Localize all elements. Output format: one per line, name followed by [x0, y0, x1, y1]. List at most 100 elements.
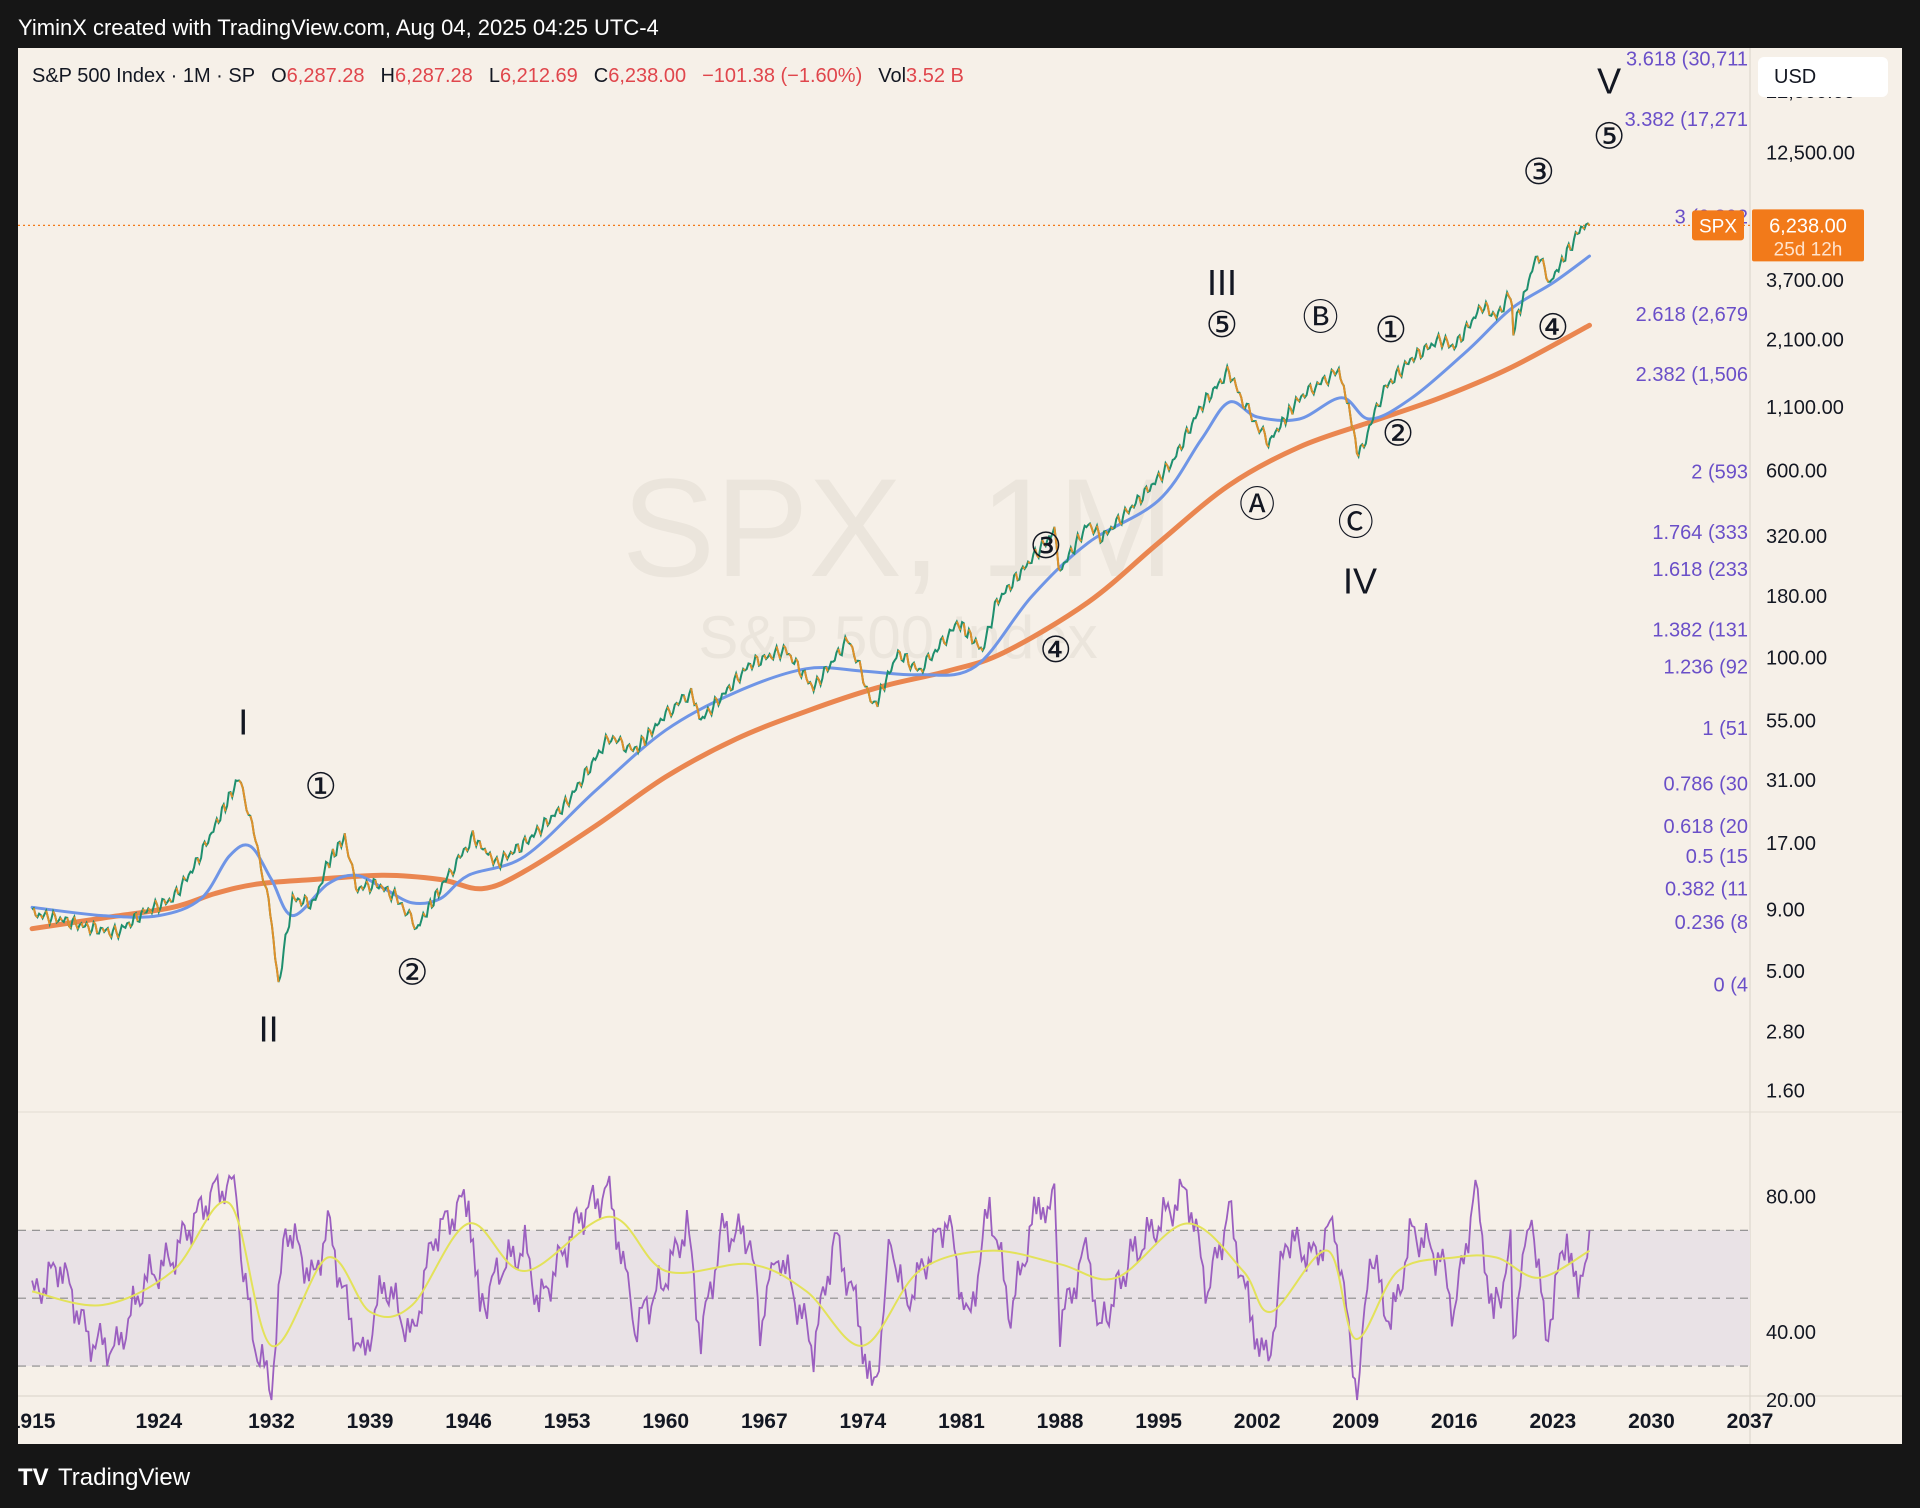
down-candle — [1090, 527, 1095, 534]
down-candle — [1097, 532, 1102, 543]
down-candle — [728, 685, 732, 691]
down-candle — [388, 894, 393, 901]
down-candle — [1485, 301, 1489, 307]
down-candle — [1330, 368, 1335, 373]
symbol-label[interactable]: S&P 500 Index · 1M · SP — [32, 64, 256, 87]
price-axis-tick: 3,700.00 — [1766, 270, 1844, 292]
down-candle — [258, 855, 263, 870]
down-candle — [471, 830, 476, 841]
down-candle — [464, 847, 469, 852]
down-candle — [1506, 291, 1510, 297]
moving-average-fast-line — [30, 254, 1591, 919]
price-axis-tick: 180.00 — [1766, 586, 1827, 608]
down-candle — [73, 916, 78, 925]
time-axis-tick: 2030 — [1628, 1410, 1675, 1433]
down-candle — [777, 652, 782, 660]
down-candle — [557, 807, 562, 814]
fib-level-label: 1 (51 — [1702, 718, 1748, 740]
down-candle — [510, 851, 514, 855]
down-candle — [1254, 420, 1259, 428]
down-candle — [1342, 385, 1347, 397]
wave-label: ④ — [1537, 306, 1569, 347]
last-price-badge[interactable] — [1752, 209, 1864, 262]
down-candle — [578, 782, 583, 787]
ticker-badge[interactable] — [1692, 210, 1744, 241]
ohlc-legend: S&P 500 Index · 1M · SP O 6,287.28 H 6,287… — [32, 62, 964, 90]
down-candle — [1390, 379, 1394, 384]
down-candle — [1124, 507, 1128, 512]
wave-label: III — [1207, 262, 1237, 303]
down-candle — [113, 925, 118, 933]
down-candle — [914, 667, 919, 672]
down-candle — [347, 856, 352, 862]
down-candle — [803, 670, 808, 680]
down-candle — [1228, 371, 1232, 382]
fib-level-label: 1.382 (131 — [1652, 619, 1748, 641]
down-candle — [1055, 544, 1060, 569]
down-candle — [849, 643, 854, 648]
time-axis-tick: 1995 — [1135, 1410, 1182, 1433]
rsi-axis-tick: 40.00 — [1766, 1322, 1816, 1344]
down-candle — [1157, 472, 1162, 478]
down-candle — [858, 660, 863, 672]
volume-label: Vol — [878, 64, 907, 87]
down-candle — [1536, 256, 1541, 263]
watermark-symbol: SPX, 1M — [622, 449, 1174, 606]
down-candle — [695, 703, 699, 710]
down-candle — [1517, 309, 1522, 315]
open-value: 6,287.28 — [286, 64, 365, 87]
down-candle — [566, 802, 570, 807]
down-candle — [1131, 504, 1135, 509]
currency-selector[interactable]: USD — [1758, 57, 1888, 97]
down-candle — [1007, 584, 1012, 591]
down-candle — [490, 857, 495, 865]
down-candle — [798, 672, 803, 678]
down-candle — [127, 922, 132, 928]
fib-level-label: 2.618 (2,679 — [1636, 304, 1748, 326]
down-candle — [262, 880, 266, 886]
down-candle — [238, 779, 242, 784]
down-candle — [291, 893, 296, 899]
down-candle — [249, 815, 254, 823]
down-candle — [640, 735, 645, 739]
down-candle — [457, 854, 462, 859]
attribution-bar: YiminX created with TradingView.com, Aug… — [0, 0, 1920, 48]
open-label: O — [271, 64, 287, 87]
down-candle — [1233, 378, 1238, 387]
down-candle — [1332, 370, 1337, 376]
down-candle — [962, 623, 967, 636]
chart-frame[interactable]: SPX, 1M S&P 500 Index 3.618 (30,711 3.382 … — [18, 48, 1902, 1444]
wave-label: Ⓒ — [1338, 501, 1374, 542]
down-candle — [1567, 243, 1572, 251]
down-candle — [1354, 438, 1358, 454]
down-candle — [696, 709, 701, 719]
down-candle — [824, 666, 829, 672]
price-axis-tick: 1.60 — [1766, 1080, 1805, 1102]
down-candle — [995, 598, 1000, 605]
wave-label: I — [238, 702, 248, 743]
down-candle — [66, 917, 71, 927]
high-value: 6,287.28 — [394, 64, 473, 87]
down-candle — [754, 654, 758, 659]
down-candle — [742, 668, 746, 672]
tradingview-logo-icon[interactable]: TV — [18, 1464, 49, 1491]
down-candle — [1276, 428, 1280, 432]
down-candle — [1444, 335, 1449, 342]
down-candle — [1159, 476, 1163, 482]
chart-canvas[interactable]: SPX, 1MS&P 500 Index 3.618 (30,7113.382 … — [18, 48, 1902, 1444]
fib-level-label: 3.382 (17,271 — [1625, 109, 1748, 131]
down-candle — [488, 852, 493, 859]
down-candle — [1262, 426, 1266, 434]
down-candle — [957, 625, 962, 631]
down-candle — [1034, 548, 1038, 556]
down-candle — [763, 654, 767, 660]
down-candle — [1451, 344, 1456, 350]
down-candle — [263, 884, 268, 890]
tradingview-brand[interactable]: TradingView — [58, 1464, 191, 1491]
down-candle — [606, 738, 611, 744]
down-candle — [343, 833, 348, 847]
low-label: L — [488, 64, 500, 87]
wave-label: ③ — [1523, 151, 1555, 192]
footer-bar: TV TradingView — [0, 1444, 1920, 1508]
down-candle — [326, 862, 331, 869]
